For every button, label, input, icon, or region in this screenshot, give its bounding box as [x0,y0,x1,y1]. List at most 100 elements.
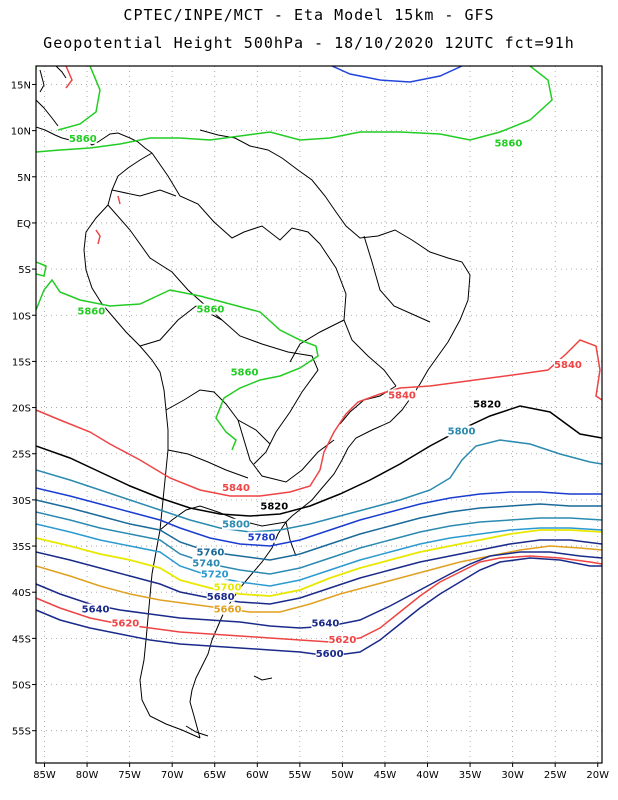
contour-red-small-2 [117,195,121,205]
height-contours [36,66,602,657]
latitude-axis: 15N 10N 5N EQ 5S 10S 15S 20S 25S 30S 35S 40S 45S 50S 5… [11,80,36,738]
contour-red-nw [65,66,73,89]
contour-5860-south [36,278,319,451]
contour-label: 5600 [316,649,344,660]
lat-label: 15N [11,80,31,91]
contour-label: 5860 [77,306,105,317]
contour-5800 [36,439,602,533]
lat-label: 10S [12,311,31,322]
lat-label: 25S [12,450,31,461]
contour-label: 5620 [111,619,139,630]
graticule [36,66,602,763]
contour-label: 5860 [197,305,225,316]
contour-5860-nw [57,66,101,131]
coastlines-and-borders [36,66,471,739]
contour-label: 5800 [448,427,476,438]
contour-label: 5640 [82,605,110,616]
contour-labels: 5860 5860 5860 5860 5860 5840 5840 5840 5820 5820… [68,132,582,660]
contour-label-bg [311,617,340,629]
contour-5600 [36,557,602,657]
contour-label-bg [222,518,251,530]
lon-label: 35W [459,770,482,781]
contour-label: 5680 [207,592,235,603]
contour-label-bg [260,500,289,512]
lon-label: 40W [416,770,439,781]
contour-5860-north [36,66,553,153]
contour-label: 5860 [69,134,97,145]
lat-label: 10N [11,127,31,138]
longitude-axis: 85W 80W 75W 70W 65W 60W 55W 50W 45W 40W 35W 30W 25W 2… [33,763,609,781]
contour-label: 5660 [214,605,242,616]
lat-label: 5S [18,265,31,276]
map-title: CPTEC/INPE/MCT - Eta Model 15km - GFS [123,6,495,24]
lat-label: 5N [17,173,31,184]
contour-label-bg [328,634,357,646]
contour-label-bg [247,531,276,543]
lon-label: 20W [586,770,609,781]
lon-label: 80W [76,770,99,781]
lon-label: 45W [374,770,397,781]
contour-label: 5860 [494,138,522,149]
contour-5700 [36,529,602,597]
contour-label: 5840 [554,360,582,371]
contour-5780 [36,487,602,547]
contour-5860-west-blob [36,261,47,277]
contour-label-bg [192,557,221,569]
lat-label: 15S [12,357,31,368]
lon-label: 85W [33,770,56,781]
contour-label-bg [213,581,242,593]
contour-5740 [36,511,602,575]
contour-label: 5860 [231,367,259,378]
contour-label-bg [206,590,235,602]
lat-label: 30S [12,496,31,507]
contour-5620 [36,555,602,643]
contour-label: 5840 [222,483,250,494]
lat-label: 20S [12,404,31,415]
contour-5760 [36,499,602,561]
contour-top-blue [331,66,463,83]
lon-label: 25W [544,770,567,781]
map-subtitle: Geopotential Height 500hPa - 18/10/2020 … [43,34,575,52]
contour-label: 5820 [260,501,288,512]
contour-label: 5720 [201,570,229,581]
contour-label-bg [213,603,242,615]
lon-label: 65W [203,770,226,781]
contour-red-small-1 [95,229,101,245]
contour-label-bg [68,132,97,144]
contour-5660 [36,545,602,613]
contour-label: 5640 [311,619,339,630]
contour-label: 5800 [222,520,250,531]
lat-label: 40S [12,588,31,599]
contour-label-bg [222,481,251,493]
contour-5840 [36,339,602,497]
lon-label: 50W [331,770,354,781]
contour-5820 [36,405,602,517]
plot-frame [35,65,603,764]
contour-label: 5740 [192,559,220,570]
lat-label: 35S [12,542,31,553]
lat-label: 50S [12,681,31,692]
contour-label-bg [230,366,259,378]
contour-label: 5760 [197,547,225,558]
contour-label-bg [81,603,110,615]
lat-label: 55S [12,727,31,738]
lon-label: 60W [246,770,269,781]
lat-label: 45S [12,634,31,645]
lon-label: 30W [501,770,524,781]
contour-label-bg [196,303,225,315]
contour-5640 [36,551,602,629]
contour-label: 5620 [328,635,356,646]
lon-label: 70W [161,770,184,781]
lon-label: 75W [118,770,141,781]
lon-label: 55W [289,770,312,781]
contour-label-bg [315,647,344,659]
contour-label-bg [196,546,225,558]
contour-label: 5820 [473,400,501,411]
contour-label-bg [473,398,502,410]
contour-label-bg [387,389,416,401]
contour-label-bg [553,359,582,371]
contour-5720 [36,523,602,587]
contour-label: 5780 [248,533,276,544]
contour-label: 5700 [214,583,242,594]
